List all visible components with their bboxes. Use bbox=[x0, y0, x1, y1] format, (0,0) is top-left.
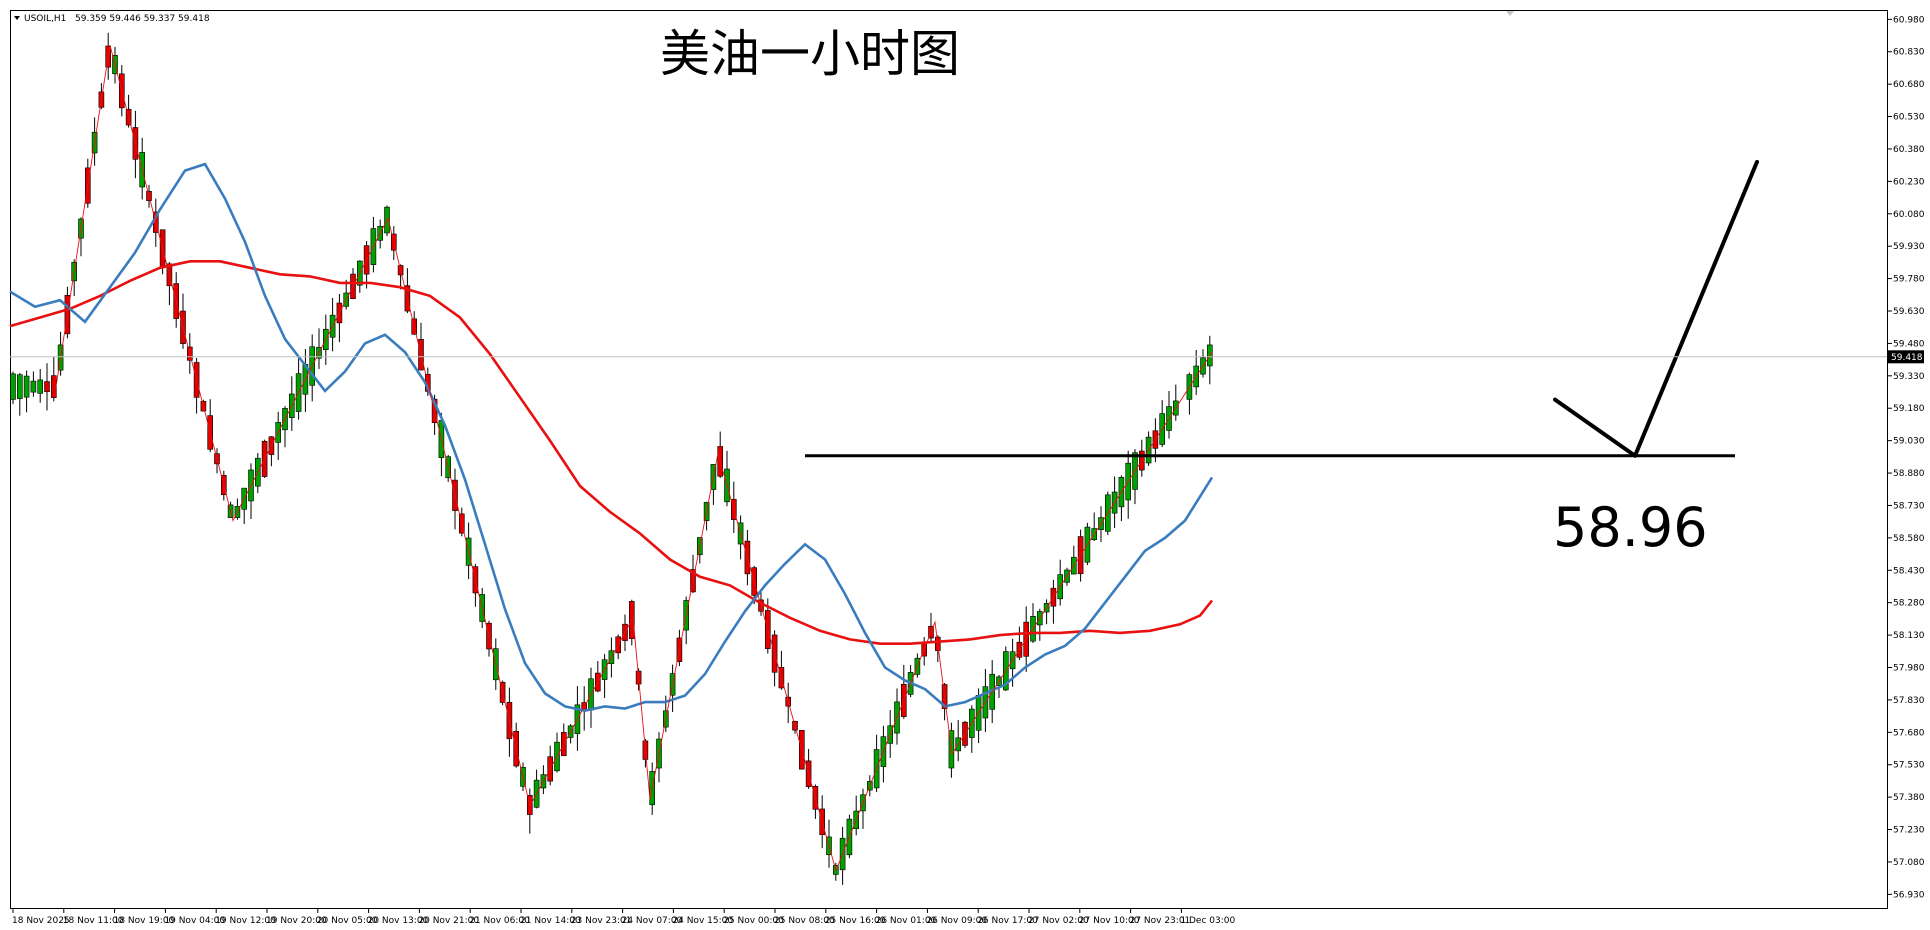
bull-candle bbox=[10, 373, 16, 400]
y-tick-label: 57.530 bbox=[1893, 761, 1925, 771]
shift-marker-icon bbox=[1506, 11, 1514, 16]
y-tick-label: 59.030 bbox=[1893, 437, 1925, 447]
y-tick-label: 60.680 bbox=[1893, 80, 1925, 90]
y-tick-label: 60.080 bbox=[1893, 210, 1925, 220]
fast-moving-average-line bbox=[9, 162, 1214, 713]
y-tick-label: 58.880 bbox=[1893, 469, 1925, 479]
x-tick-label: 27 Nov 23:01 bbox=[1130, 916, 1191, 926]
x-tick-label: 27 Nov 10:00 bbox=[1079, 916, 1140, 926]
bull-candle bbox=[23, 375, 30, 398]
y-tick-label: 60.980 bbox=[1893, 15, 1925, 25]
y-tick-label: 59.630 bbox=[1893, 307, 1925, 317]
x-tick-label: 18 Nov 2025 bbox=[12, 916, 70, 926]
y-tick-label: 60.380 bbox=[1893, 145, 1925, 155]
y-tick-label: 58.130 bbox=[1893, 631, 1925, 641]
y-tick-label: 60.230 bbox=[1893, 177, 1925, 187]
y-tick-label: 58.280 bbox=[1893, 599, 1925, 609]
x-tick-label: 26 Nov 09:00 bbox=[926, 916, 987, 926]
x-tick-label: 20 Nov 21:00 bbox=[418, 916, 479, 926]
x-tick-label: 19 Nov 12:00 bbox=[215, 916, 276, 926]
y-tick-label: 59.180 bbox=[1893, 404, 1925, 414]
y-tick-label: 57.230 bbox=[1893, 826, 1925, 836]
symbol-label: USOIL,H1 bbox=[24, 14, 66, 24]
y-axis: 60.980 60.830 60.680 60.530 60.380 60.230 60.0… bbox=[1887, 15, 1925, 900]
y-tick-label: 57.080 bbox=[1893, 858, 1925, 868]
bear-candle bbox=[44, 381, 50, 392]
y-tick-label: 59.480 bbox=[1893, 339, 1925, 349]
forecast-arrow bbox=[1553, 159, 1759, 458]
x-tick-label: 20 Nov 13:00 bbox=[368, 916, 429, 926]
bull-candle bbox=[16, 374, 23, 399]
x-tick-label: 1 Dec 03:00 bbox=[1180, 916, 1235, 926]
y-tick-label: 57.680 bbox=[1893, 728, 1925, 738]
bull-candle bbox=[30, 380, 37, 393]
chart-title: 美油一小时图 bbox=[660, 25, 960, 83]
y-tick-label: 59.930 bbox=[1893, 242, 1925, 252]
slow-moving-average-line bbox=[9, 259, 1214, 646]
y-tick-label: 60.830 bbox=[1893, 48, 1925, 58]
x-tick-label: 25 Nov 16:00 bbox=[825, 916, 886, 926]
x-tick-label: 26 Nov 17:00 bbox=[977, 916, 1038, 926]
indicator-lines-group bbox=[9, 45, 1214, 872]
x-tick-label: 19 Nov 20:00 bbox=[266, 916, 327, 926]
bull-candle bbox=[37, 379, 44, 394]
x-tick-label: 25 Nov 00:00 bbox=[723, 916, 784, 926]
menu-triangle-icon[interactable] bbox=[14, 16, 20, 20]
x-tick-label: 24 Nov 07:00 bbox=[622, 916, 683, 926]
current-price-tag bbox=[1888, 350, 1924, 364]
x-tick-label: 19 Nov 04:00 bbox=[164, 916, 225, 926]
x-tick-label: 21 Nov 14:00 bbox=[520, 916, 581, 926]
y-tick-label: 57.830 bbox=[1893, 696, 1925, 706]
y-tick-label: 59.330 bbox=[1893, 372, 1925, 382]
y-tick-label: 58.730 bbox=[1893, 501, 1925, 511]
zigzag-line bbox=[55, 45, 1213, 872]
x-tick-label: 25 Nov 08:00 bbox=[774, 916, 835, 926]
support-level-label: 58.96 bbox=[1553, 496, 1708, 559]
bear-candle bbox=[50, 375, 57, 398]
x-tick-label: 18 Nov 11:00 bbox=[63, 916, 124, 926]
x-tick-label: 26 Nov 01:00 bbox=[876, 916, 937, 926]
current-price-text: 59.418 bbox=[1891, 353, 1923, 363]
y-tick-label: 60.530 bbox=[1893, 113, 1925, 123]
plot-frame bbox=[10, 10, 1888, 909]
y-tick-label: 59.780 bbox=[1893, 275, 1925, 285]
y-tick-label: 58.580 bbox=[1893, 534, 1925, 544]
y-tick-label: 58.430 bbox=[1893, 566, 1925, 576]
x-tick-label: 24 Nov 15:00 bbox=[672, 916, 733, 926]
x-tick-label: 27 Nov 02:00 bbox=[1028, 916, 1089, 926]
x-tick-label: 20 Nov 05:00 bbox=[317, 916, 378, 926]
x-tick-label: 18 Nov 19:00 bbox=[114, 916, 175, 926]
x-tick-label: 23 Nov 23:01 bbox=[571, 916, 632, 926]
ohlc-header: 59.359 59.446 59.337 59.418 bbox=[75, 14, 210, 24]
x-tick-label: 21 Nov 06:00 bbox=[469, 916, 530, 926]
y-tick-label: 56.930 bbox=[1893, 890, 1925, 900]
y-tick-label: 57.980 bbox=[1893, 663, 1925, 673]
y-tick-label: 57.380 bbox=[1893, 793, 1925, 803]
